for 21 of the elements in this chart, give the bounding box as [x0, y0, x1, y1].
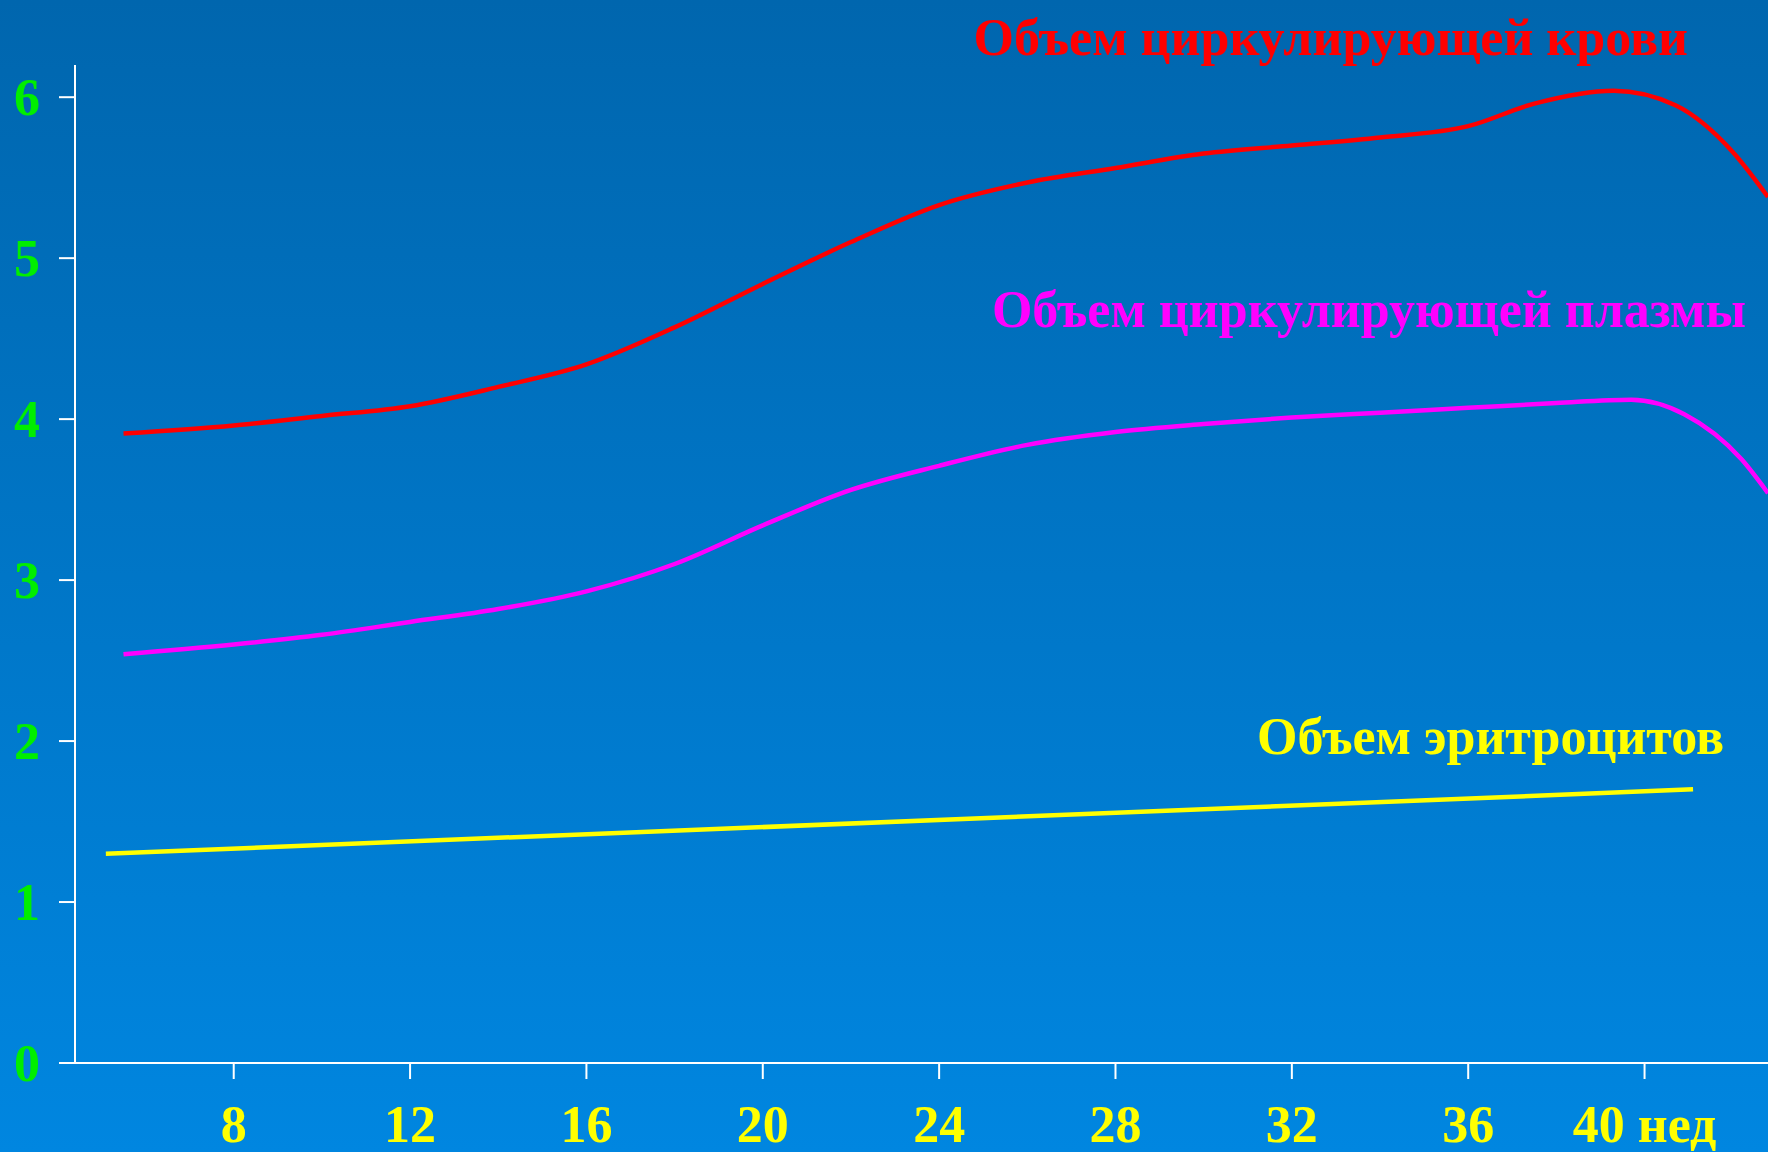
- y-tick-label: 1: [14, 873, 40, 931]
- series-label: Объем циркулирующей крови: [973, 9, 1688, 66]
- line-series: [121, 397, 1768, 657]
- x-tick-label: 40 нед: [1572, 1096, 1717, 1152]
- series-label: Объем эритроцитов: [1257, 708, 1724, 765]
- x-tick-label: 20: [736, 1096, 789, 1152]
- x-tick-label: 32: [1265, 1096, 1318, 1152]
- y-tick-label: 5: [14, 229, 40, 287]
- series-label: Объем циркулирующей плазмы: [991, 281, 1746, 338]
- y-tick-label: 0: [14, 1034, 40, 1092]
- x-tick-label: 12: [384, 1096, 437, 1152]
- x-tick-label: 28: [1089, 1096, 1142, 1152]
- y-tick-label: 2: [14, 712, 40, 770]
- x-tick-label: 16: [560, 1096, 613, 1152]
- x-tick-label: 36: [1442, 1096, 1495, 1152]
- y-tick-label: 4: [14, 390, 40, 448]
- y-tick-label: 6: [14, 68, 40, 126]
- x-tick-label: 24: [913, 1096, 966, 1152]
- line-series: [121, 88, 1768, 436]
- y-tick-label: 3: [14, 551, 40, 609]
- x-tick-label: 8: [220, 1096, 247, 1152]
